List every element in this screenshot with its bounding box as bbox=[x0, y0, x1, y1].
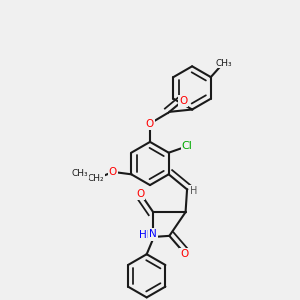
Text: O: O bbox=[179, 96, 187, 106]
Text: CH₂: CH₂ bbox=[87, 174, 104, 183]
Text: O: O bbox=[136, 189, 144, 199]
Text: H: H bbox=[190, 186, 197, 196]
Text: CH₃: CH₃ bbox=[71, 169, 88, 178]
Text: O: O bbox=[109, 167, 117, 177]
Text: Cl: Cl bbox=[182, 141, 193, 151]
Text: HN: HN bbox=[139, 230, 154, 240]
Text: O: O bbox=[181, 249, 189, 259]
Text: CH₃: CH₃ bbox=[215, 58, 232, 68]
Text: O: O bbox=[146, 118, 154, 128]
Text: N: N bbox=[149, 229, 157, 239]
